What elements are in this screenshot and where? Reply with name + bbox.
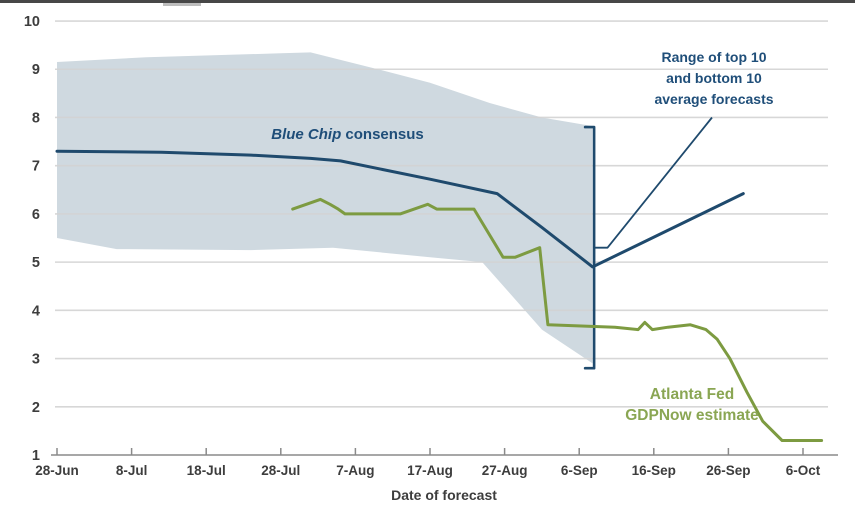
y-tick-label-10: 10	[24, 14, 40, 30]
y-tick-label-6: 6	[32, 207, 40, 223]
range-annotation-pointer-line	[594, 116, 713, 249]
y-tick-label-8: 8	[32, 110, 40, 126]
series-line-blue-chip-consensus	[55, 149, 745, 269]
x-tick-label-6-Sep: 6-Sep	[561, 463, 598, 478]
x-tick-label-6-Oct: 6-Oct	[786, 463, 821, 478]
y-tick-label-1: 1	[32, 448, 40, 464]
forecast-range-band	[57, 52, 593, 364]
range-bracket	[583, 125, 596, 370]
x-tick-label-8-Jul: 8-Jul	[116, 463, 148, 478]
top-border-bar	[0, 0, 855, 3]
y-tick-label-7: 7	[32, 159, 40, 175]
x-tick-label-16-Sep: 16-Sep	[632, 463, 676, 478]
x-tick-label-27-Aug: 27-Aug	[482, 463, 528, 478]
y-tick-label-9: 9	[32, 62, 40, 78]
y-tick-label-4: 4	[32, 303, 40, 319]
series-line-atlanta-fed-gdpnow-estimate	[291, 197, 824, 442]
x-tick-label-26-Sep: 26-Sep	[706, 463, 750, 478]
x-tick-label-28-Jul: 28-Jul	[261, 463, 300, 478]
y-tick-label-3: 3	[32, 352, 40, 368]
x-tick-label-17-Aug: 17-Aug	[407, 463, 453, 478]
x-tick-label-18-Jul: 18-Jul	[187, 463, 226, 478]
y-tick-label-5: 5	[32, 255, 40, 271]
top-border-notch	[163, 3, 201, 6]
x-tick-label-28-Jun: 28-Jun	[35, 463, 79, 478]
x-tick-label-7-Aug: 7-Aug	[336, 463, 374, 478]
y-tick-label-2: 2	[32, 400, 40, 416]
